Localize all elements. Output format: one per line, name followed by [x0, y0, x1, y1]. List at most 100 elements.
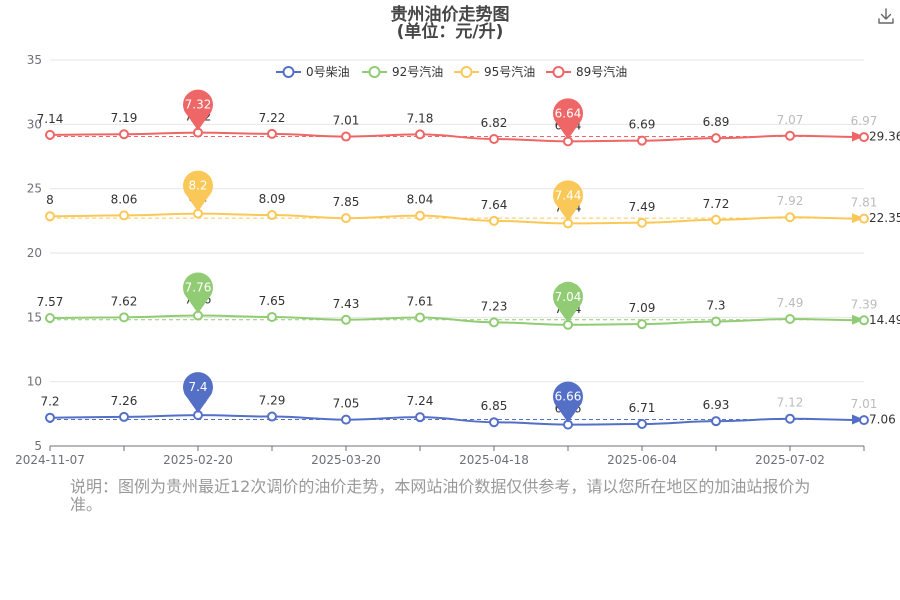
data-label: 8 [46, 193, 54, 207]
data-label: 7.92 [777, 194, 804, 208]
legend-item[interactable]: 89号汽油 [546, 64, 627, 79]
data-label: 7.85 [333, 195, 360, 209]
pin-label: 7.32 [185, 98, 212, 112]
data-point [45, 211, 55, 222]
data-label: 6.82 [481, 116, 508, 130]
data-point [637, 135, 647, 146]
data-label: 7.01 [333, 114, 360, 128]
legend-marker [282, 66, 295, 78]
legend-item[interactable]: 92号汽油 [362, 64, 443, 79]
legend-marker [460, 66, 473, 78]
data-point [711, 416, 721, 427]
data-point [119, 210, 129, 221]
data-point [711, 214, 721, 225]
data-point [119, 312, 129, 323]
y-tick-label: 15 [27, 310, 42, 324]
x-tick-label: 2025-07-02 [755, 453, 825, 467]
y-tick-label: 35 [27, 53, 42, 67]
data-label: 7.64 [481, 198, 508, 212]
data-label: 7.2 [40, 395, 59, 409]
legend-label: 89号汽油 [576, 64, 627, 79]
data-point [267, 411, 277, 422]
data-label: 7.49 [777, 296, 804, 310]
data-point [45, 129, 55, 140]
x-tick-label: 2025-02-20 [163, 453, 233, 467]
series-0: 7.06 7.2 7.26 7.4 7.29 7.05 7.24 6.85 6.66 6.71 6.… [40, 372, 896, 430]
pin-label: 6.64 [555, 106, 582, 120]
data-point [859, 415, 869, 426]
pin-head [553, 381, 583, 412]
series-2: 22.35 8 8.06 8.2 8.09 7.85 8.04 7.64 7.44 7.49 7.7… [45, 170, 900, 229]
data-point [415, 412, 425, 423]
pin-head [553, 98, 583, 129]
data-label: 6.69 [629, 118, 656, 132]
data-label: 7.23 [481, 299, 508, 313]
data-label: 7.29 [259, 394, 286, 408]
x-tick-label: 2025-04-18 [459, 453, 529, 467]
y-tick-label: 30 [27, 117, 42, 131]
data-label: 7.65 [259, 294, 286, 308]
legend-label: 95号汽油 [484, 64, 535, 79]
footnote: 说明：图例为贵州最近12次调价的油价走势，本网站油价数据仅供参考，请以您所在地区… [70, 477, 811, 514]
data-label: 7.18 [407, 111, 434, 125]
data-label: 7.57 [37, 295, 64, 309]
data-point [415, 210, 425, 221]
x-tick-label: 2025-06-04 [607, 453, 677, 467]
data-point [637, 217, 647, 228]
legend-marker [552, 66, 565, 78]
pin-head [553, 281, 583, 312]
data-label: 6.97 [851, 114, 878, 128]
download-icon[interactable] [876, 6, 896, 26]
average-label: 14.49 [869, 313, 900, 327]
min-pin: 7.04 [553, 281, 583, 323]
legend-label: 0号柴油 [306, 65, 350, 79]
data-point [267, 311, 277, 322]
data-label: 7.14 [37, 112, 64, 126]
data-label: 6.93 [703, 398, 730, 412]
average-arrow [852, 213, 864, 224]
data-label: 7.61 [407, 294, 434, 308]
data-label: 7.72 [703, 197, 730, 211]
data-label: 7.39 [851, 297, 878, 311]
y-tick-label: 5 [34, 439, 42, 453]
pin-head [183, 272, 213, 303]
max-pin: 8.2 [183, 170, 213, 212]
pin-label: 7.76 [185, 281, 212, 295]
max-pin: 7.4 [183, 372, 213, 414]
pin-label: 6.66 [555, 390, 582, 404]
series-3: 29.36 7.14 7.19 7.32 7.22 7.01 7.18 6.82 6.64 6.6… [37, 89, 900, 147]
data-label: 7.09 [629, 301, 656, 315]
data-point [785, 314, 795, 325]
pin-head [553, 180, 583, 211]
max-pin: 7.76 [183, 272, 213, 314]
pin-label: 7.04 [555, 290, 582, 304]
data-label: 6.85 [481, 399, 508, 413]
average-label: 7.06 [869, 412, 896, 426]
data-label: 8.04 [407, 193, 434, 207]
legend-marker [368, 66, 381, 78]
max-pin: 7.32 [183, 89, 213, 131]
data-point [859, 132, 869, 143]
data-point [341, 314, 351, 325]
data-point [785, 130, 795, 141]
data-label: 8.06 [111, 192, 138, 206]
data-label: 7.12 [777, 396, 804, 410]
data-point [45, 412, 55, 423]
data-point [341, 213, 351, 224]
data-label: 8.09 [259, 192, 286, 206]
data-point [341, 131, 351, 142]
data-point [415, 129, 425, 140]
data-label: 7.26 [111, 394, 138, 408]
legend-item[interactable]: 95号汽油 [454, 64, 535, 79]
data-point [785, 212, 795, 223]
pin-label: 7.44 [555, 188, 582, 202]
average-arrow [852, 414, 864, 425]
legend-item[interactable]: 0号柴油 [276, 65, 350, 79]
data-label: 7.43 [333, 297, 360, 311]
min-pin: 7.44 [553, 180, 583, 222]
data-point [711, 133, 721, 144]
legend-label: 92号汽油 [392, 64, 443, 79]
pin-head [183, 89, 213, 120]
data-label: 7.22 [259, 111, 286, 125]
